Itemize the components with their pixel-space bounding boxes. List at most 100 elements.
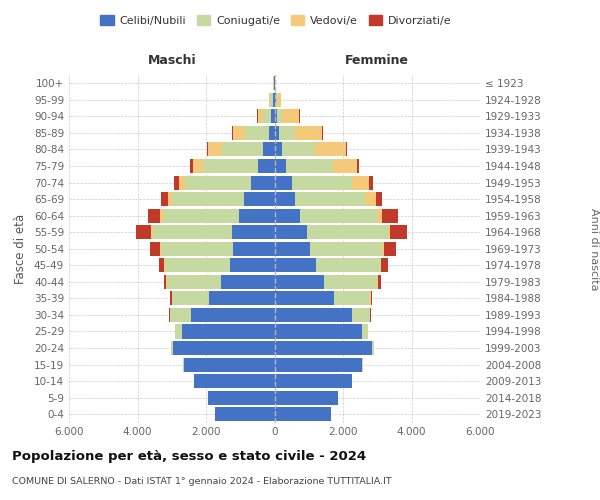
Bar (333, 159, 357, 173)
Bar (172, 292, 209, 306)
Bar (160, 242, 161, 256)
Bar (390, 225, 407, 239)
Bar (251, 176, 275, 190)
Bar (170, 292, 172, 306)
Bar (163, 208, 239, 222)
Bar (185, 176, 251, 190)
Bar (370, 308, 371, 322)
Bar (171, 341, 173, 355)
Bar (315, 142, 346, 156)
Bar (159, 258, 164, 272)
Bar (167, 192, 172, 206)
Bar (175, 176, 179, 190)
Bar (274, 76, 275, 90)
Bar (191, 308, 275, 322)
Bar (172, 192, 244, 206)
Bar (179, 176, 185, 190)
Bar (263, 142, 275, 156)
Bar (233, 242, 275, 256)
Bar (356, 159, 359, 173)
Bar (244, 192, 275, 206)
Bar (275, 324, 362, 338)
Bar (275, 142, 283, 156)
Bar (275, 110, 277, 124)
Bar (182, 324, 275, 338)
Bar (275, 225, 307, 239)
Bar (275, 208, 300, 222)
Bar (245, 126, 269, 140)
Bar (362, 324, 368, 338)
Bar (316, 258, 380, 272)
Bar (221, 275, 275, 289)
Bar (275, 126, 279, 140)
Bar (377, 208, 382, 222)
Bar (215, 407, 275, 422)
Bar (203, 159, 258, 173)
Bar (275, 242, 310, 256)
Bar (365, 192, 376, 206)
Bar (222, 142, 263, 156)
Text: COMUNE DI SALERNO - Dati ISTAT 1° gennaio 2024 - Elaborazione TUTTITALIA.IT: COMUNE DI SALERNO - Dati ISTAT 1° gennai… (12, 477, 392, 486)
Legend: Celibi/Nubili, Coniugati/e, Vedovi/e, Divorziati/e: Celibi/Nubili, Coniugati/e, Vedovi/e, Di… (96, 10, 456, 30)
Bar (352, 176, 368, 190)
Bar (275, 192, 295, 206)
Bar (206, 142, 208, 156)
Bar (334, 292, 370, 306)
Bar (275, 374, 352, 388)
Bar (258, 110, 263, 124)
Bar (376, 192, 382, 206)
Bar (300, 208, 377, 222)
Bar (346, 142, 347, 156)
Bar (175, 324, 182, 338)
Text: Popolazione per età, sesso e stato civile - 2024: Popolazione per età, sesso e stato civil… (12, 450, 366, 463)
Bar (282, 110, 299, 124)
Bar (273, 93, 275, 107)
Bar (230, 258, 275, 272)
Bar (324, 275, 377, 289)
Bar (208, 390, 275, 404)
Bar (190, 159, 193, 173)
Bar (275, 308, 352, 322)
Bar (382, 258, 388, 272)
Bar (164, 258, 165, 272)
Bar (208, 142, 222, 156)
Bar (388, 225, 390, 239)
Bar (258, 159, 275, 173)
Bar (310, 242, 382, 256)
Bar (275, 358, 362, 372)
Bar (275, 341, 372, 355)
Bar (322, 126, 323, 140)
Bar (295, 192, 365, 206)
Text: Maschi: Maschi (148, 54, 196, 68)
Bar (151, 225, 153, 239)
Bar (184, 358, 275, 372)
Bar (232, 126, 233, 140)
Bar (368, 176, 373, 190)
Bar (275, 258, 316, 272)
Y-axis label: Fasce di età: Fasce di età (14, 214, 27, 284)
Bar (377, 275, 381, 289)
Bar (209, 292, 275, 306)
Bar (275, 292, 334, 306)
Bar (164, 275, 166, 289)
Bar (295, 126, 322, 140)
Bar (173, 341, 275, 355)
Bar (277, 93, 281, 107)
Bar (148, 208, 160, 222)
Bar (277, 110, 282, 124)
Bar (292, 176, 352, 190)
Bar (183, 358, 184, 372)
Bar (275, 407, 331, 422)
Bar (275, 275, 324, 289)
Text: Femmine: Femmine (345, 54, 409, 68)
Bar (193, 159, 203, 173)
Bar (271, 110, 275, 124)
Bar (269, 126, 275, 140)
Bar (161, 242, 233, 256)
Bar (160, 208, 163, 222)
Bar (150, 242, 160, 256)
Bar (286, 159, 333, 173)
Bar (239, 208, 275, 222)
Bar (384, 242, 396, 256)
Bar (269, 93, 270, 107)
